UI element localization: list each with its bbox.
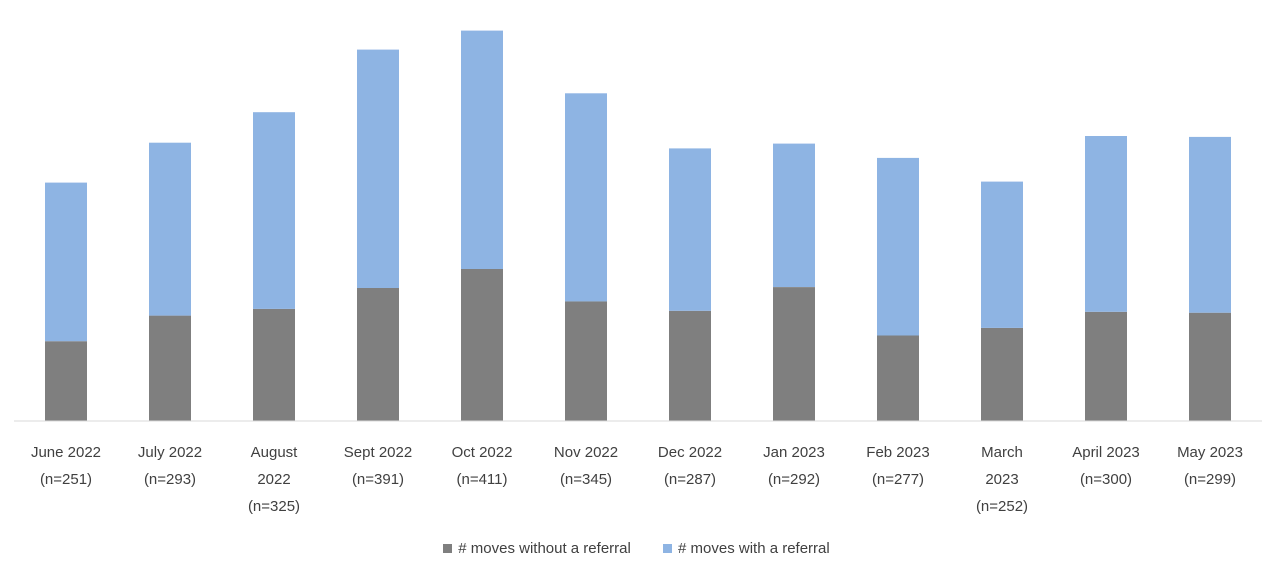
x-tick-label-line: (n=287) bbox=[664, 471, 716, 488]
legend-item-without-referral: # moves without a referral bbox=[443, 540, 631, 557]
bar-segment-without-referral-11 bbox=[1189, 312, 1231, 421]
legend-swatch-blue bbox=[663, 544, 672, 553]
bar-segment-without-referral-6 bbox=[669, 310, 711, 421]
bar-segment-with-referral-10 bbox=[1085, 136, 1127, 312]
bar-segment-without-referral-9 bbox=[981, 327, 1023, 421]
x-tick-label-line: (n=251) bbox=[40, 471, 92, 488]
legend-item-with-referral: # moves with a referral bbox=[663, 540, 830, 557]
x-tick-label-1: July 2022 (n=293) bbox=[138, 444, 202, 488]
x-tick-label-8: Feb 2023 (n=277) bbox=[866, 444, 929, 488]
x-tick-label-line: (n=345) bbox=[560, 471, 612, 488]
bar-segment-without-referral-1 bbox=[149, 315, 191, 422]
x-tick-label-9: March 2023 (n=252) bbox=[976, 444, 1028, 515]
x-tick-label-line: May 2023 bbox=[1177, 444, 1243, 461]
x-tick-label-2: August 2022 (n=325) bbox=[248, 444, 300, 515]
x-tick-label-line: 2022 bbox=[257, 471, 290, 488]
bar-segment-without-referral-7 bbox=[773, 287, 815, 421]
x-tick-label-line: (n=252) bbox=[976, 498, 1028, 515]
x-tick-label-line: Sept 2022 bbox=[344, 444, 412, 461]
x-tick-label-line: Oct 2022 bbox=[452, 444, 513, 461]
x-tick-label-line: (n=292) bbox=[768, 471, 820, 488]
x-tick-label-10: April 2023 (n=300) bbox=[1072, 444, 1140, 488]
bar-segment-without-referral-10 bbox=[1085, 311, 1127, 422]
bar-segment-with-referral-0 bbox=[45, 182, 87, 342]
x-tick-label-line: June 2022 bbox=[31, 444, 101, 461]
x-tick-label-4: Oct 2022 (n=411) bbox=[452, 444, 513, 488]
x-tick-label-line: (n=277) bbox=[872, 471, 924, 488]
x-tick-label-5: Nov 2022 (n=345) bbox=[554, 444, 618, 488]
bars-layer bbox=[45, 30, 1231, 422]
bar-segment-with-referral-11 bbox=[1189, 136, 1231, 313]
legend-label-with-referral: # moves with a referral bbox=[678, 540, 830, 557]
x-tick-label-7: Jan 2023 (n=292) bbox=[763, 444, 825, 488]
x-tick-label-line: April 2023 bbox=[1072, 444, 1140, 461]
bar-segment-without-referral-5 bbox=[565, 301, 607, 421]
x-tick-label-0: June 2022 (n=251) bbox=[31, 444, 101, 488]
bar-segment-without-referral-2 bbox=[253, 308, 295, 421]
x-tick-label-line: (n=293) bbox=[144, 471, 196, 488]
x-tick-label-line: (n=300) bbox=[1080, 471, 1132, 488]
x-tick-label-3: Sept 2022 (n=391) bbox=[344, 444, 412, 488]
x-tick-label-line: July 2022 bbox=[138, 444, 202, 461]
x-tick-label-line: 2023 bbox=[985, 471, 1018, 488]
x-tick-label-line: (n=325) bbox=[248, 498, 300, 515]
legend-label-without-referral: # moves without a referral bbox=[458, 540, 631, 557]
bar-segment-with-referral-6 bbox=[669, 148, 711, 311]
bar-segment-without-referral-3 bbox=[357, 288, 399, 421]
x-tick-label-line: March bbox=[981, 444, 1023, 461]
x-tick-label-line: Jan 2023 bbox=[763, 444, 825, 461]
x-tick-label-line: August bbox=[251, 444, 299, 461]
bar-segment-with-referral-3 bbox=[357, 49, 399, 288]
bar-segment-with-referral-5 bbox=[565, 93, 607, 302]
bar-segment-with-referral-2 bbox=[253, 112, 295, 309]
legend: # moves without a referral # moves with … bbox=[0, 540, 1273, 557]
x-tick-label-line: Nov 2022 bbox=[554, 444, 618, 461]
bar-segment-without-referral-8 bbox=[877, 335, 919, 421]
x-tick-labels: June 2022 (n=251) July 2022 (n=293) August 20… bbox=[31, 444, 1243, 515]
bar-segment-with-referral-7 bbox=[773, 143, 815, 287]
bar-segment-without-referral-4 bbox=[461, 269, 503, 421]
x-tick-label-line: (n=391) bbox=[352, 471, 404, 488]
bar-segment-with-referral-8 bbox=[877, 157, 919, 336]
x-tick-label-line: Feb 2023 bbox=[866, 444, 929, 461]
x-tick-label-6: Dec 2022 (n=287) bbox=[658, 444, 722, 488]
x-tick-label-line: (n=299) bbox=[1184, 471, 1236, 488]
bar-segment-with-referral-9 bbox=[981, 181, 1023, 328]
legend-swatch-gray bbox=[443, 544, 453, 553]
x-tick-label-11: May 2023 (n=299) bbox=[1177, 444, 1243, 488]
bar-segment-with-referral-4 bbox=[461, 30, 503, 269]
bar-segment-without-referral-0 bbox=[45, 341, 87, 421]
x-tick-label-line: Dec 2022 bbox=[658, 444, 722, 461]
x-tick-label-line: (n=411) bbox=[456, 471, 507, 488]
bar-segment-with-referral-1 bbox=[149, 142, 191, 316]
